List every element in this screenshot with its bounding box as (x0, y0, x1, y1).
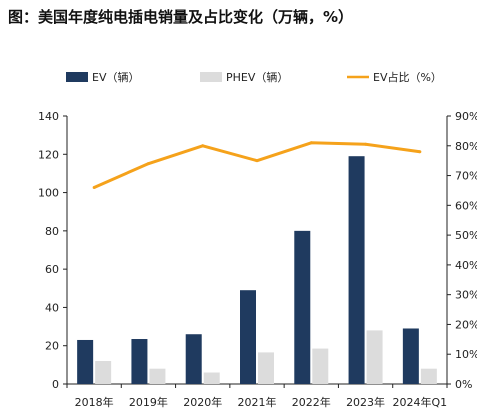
legend-label: PHEV（辆） (226, 70, 288, 84)
y2-tick-label: 50% (455, 229, 477, 242)
y-tick-label: 40 (45, 301, 59, 314)
y-tick-label: 0 (52, 378, 59, 391)
x-tick-label: 2018年 (75, 395, 114, 409)
ev-share-point (92, 185, 96, 189)
ev-share-point (255, 159, 259, 163)
y2-tick-label: 30% (455, 289, 477, 302)
bar-phev (366, 330, 383, 384)
bar-phev (95, 361, 112, 384)
bar-ev (77, 339, 94, 384)
y2-tick-label: 70% (455, 170, 477, 183)
ev-share-point (364, 142, 368, 146)
bar-ev (294, 230, 311, 384)
ev-share-point (146, 162, 150, 166)
bar-phev (203, 372, 220, 384)
y2-tick-label: 0% (455, 378, 472, 391)
ev-share-point (309, 141, 313, 145)
x-tick-label: 2019年 (129, 395, 168, 409)
ev-share-line (93, 141, 421, 189)
legend-label: EV占比（%） (373, 70, 442, 84)
bar-ev (131, 339, 148, 384)
y-tick-label: 140 (38, 110, 59, 123)
y2-tick-label: 60% (455, 199, 477, 212)
y-tick-label: 80 (45, 225, 59, 238)
bar-ev (348, 156, 365, 384)
legend-swatch (200, 72, 222, 82)
ev-share-point (418, 150, 422, 154)
x-tick-label: 2021年 (238, 395, 277, 409)
legend-label: EV（辆） (92, 70, 139, 84)
chart-title: 图：美国年度纯电插电销量及占比变化（万辆，%） (8, 8, 354, 26)
legend-swatch (66, 72, 88, 82)
bar-ev (402, 328, 419, 384)
x-tick-label: 2022年 (292, 395, 331, 409)
bar-ev (240, 290, 256, 384)
y2-tick-label: 90% (455, 110, 477, 123)
y2-tick-label: 80% (455, 140, 477, 153)
y2-tick-label: 10% (455, 348, 477, 361)
ev-share-point (201, 144, 205, 148)
x-tick-label: 2020年 (183, 395, 222, 409)
bar-phev (420, 368, 437, 384)
y-tick-label: 120 (38, 148, 59, 161)
bar-phev (258, 352, 274, 384)
y2-tick-label: 20% (455, 318, 477, 331)
bar-phev (149, 368, 166, 384)
bar-phev (312, 348, 329, 384)
y-tick-label: 100 (38, 187, 59, 200)
bar-ev (185, 334, 202, 384)
x-tick-label: 2023年 (346, 395, 385, 409)
y-tick-label: 60 (45, 263, 59, 276)
y-tick-label: 20 (45, 340, 59, 353)
x-tick-label: 2024年Q1 (393, 395, 448, 409)
y2-tick-label: 40% (455, 259, 477, 272)
